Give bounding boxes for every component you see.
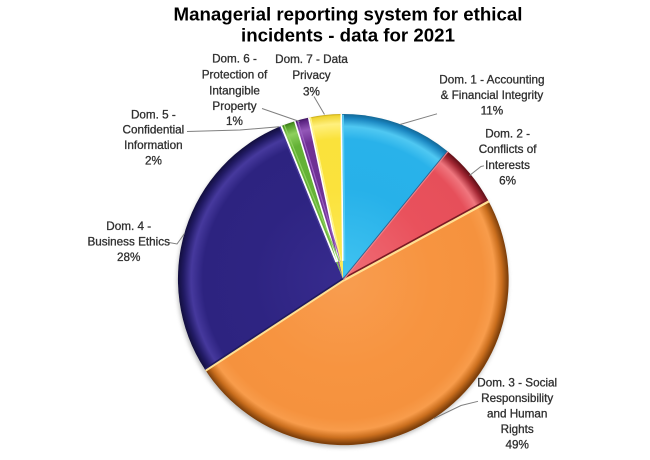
svg-text:Dom. 6 -: Dom. 6 -	[212, 53, 257, 66]
svg-text:& Financial Integrity: & Financial Integrity	[441, 89, 544, 102]
svg-text:Interests: Interests	[485, 159, 530, 172]
svg-text:Responsibility: Responsibility	[481, 392, 553, 405]
svg-text:6%: 6%	[499, 175, 516, 188]
svg-text:Confidential: Confidential	[123, 124, 185, 137]
svg-text:Information: Information	[124, 139, 182, 152]
svg-text:11%: 11%	[481, 104, 504, 117]
svg-text:2%: 2%	[145, 154, 162, 167]
svg-text:28%: 28%	[117, 251, 140, 264]
svg-text:Property: Property	[212, 100, 256, 113]
svg-text:Dom. 3 - Social: Dom. 3 - Social	[477, 377, 557, 390]
svg-text:1%: 1%	[226, 115, 243, 128]
svg-text:Intangible: Intangible	[209, 84, 260, 97]
svg-text:Protection of: Protection of	[202, 68, 268, 81]
svg-text:Dom. 7 - Data: Dom. 7 - Data	[275, 53, 348, 66]
svg-text:Business Ethics: Business Ethics	[87, 236, 170, 249]
svg-text:Dom. 5 -: Dom. 5 -	[131, 108, 176, 121]
svg-text:Dom. 2 -: Dom. 2 -	[485, 128, 530, 141]
svg-text:3%: 3%	[303, 86, 320, 99]
svg-text:Managerial reporting system fo: Managerial reporting system for ethical	[174, 4, 523, 25]
svg-text:Privacy: Privacy	[292, 69, 330, 82]
svg-text:Conflicts of: Conflicts of	[479, 143, 538, 156]
svg-text:Dom. 4 -: Dom. 4 -	[106, 220, 151, 233]
svg-text:Rights: Rights	[501, 423, 534, 436]
svg-text:and Human: and Human	[487, 408, 547, 421]
svg-text:Dom. 1 - Accounting: Dom. 1 - Accounting	[439, 73, 544, 86]
svg-text:incidents - data for 2021: incidents - data for 2021	[241, 25, 455, 46]
svg-text:49%: 49%	[505, 439, 528, 452]
